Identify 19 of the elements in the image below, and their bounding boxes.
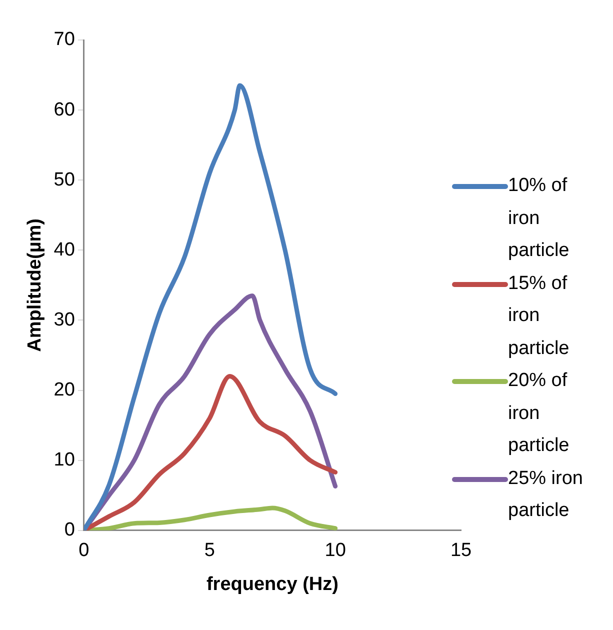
legend-label: 25% iron particle [508,466,584,523]
x-tick-label: 15 [450,540,472,562]
line-series [84,83,338,530]
y-tick-label: 0 [64,520,75,541]
x-tick-label: 0 [78,540,90,562]
y-tick-label: 30 [54,309,75,330]
y-axis-title: Amplitude(µm) [24,218,46,352]
legend-label: 15% of iron particle [508,272,570,360]
x-tick-label: 10 [324,540,346,562]
y-tick-label: 20 [54,380,75,401]
y-tick-label: 60 [54,99,75,120]
legend-label: 10% of iron particle [508,174,570,263]
y-tick-label: 40 [54,239,75,260]
y-tick-label: 50 [54,169,75,190]
y-tick-label: 70 [54,29,75,50]
x-tick-label: 5 [204,540,215,562]
legend-label: 20% of iron particle [508,369,570,458]
x-axis-title: frequency (Hz) [206,574,338,595]
y-tick-label: 10 [54,450,75,471]
